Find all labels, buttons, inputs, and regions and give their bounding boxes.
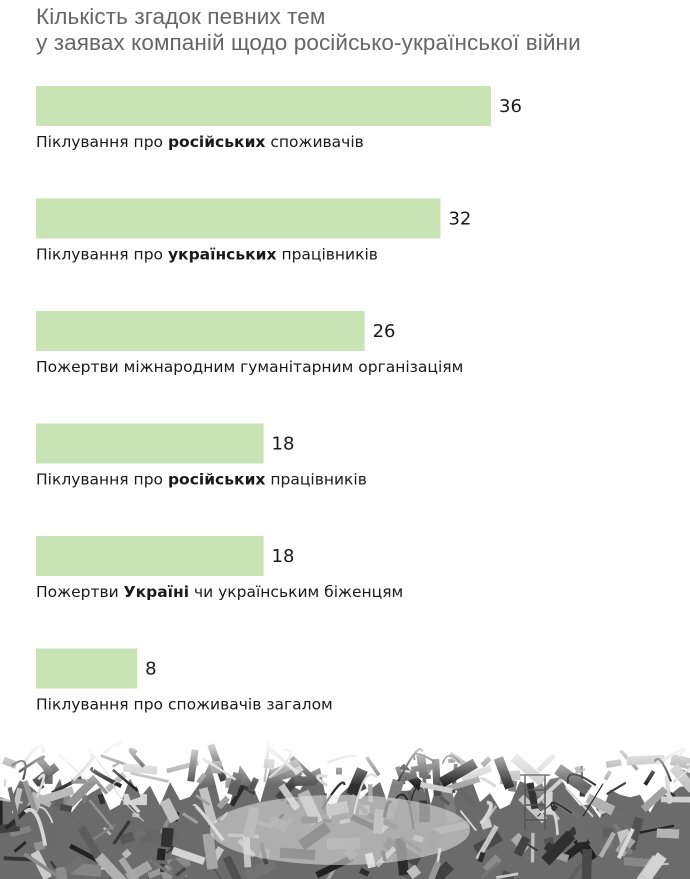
- category-label-part: працівників: [277, 246, 378, 264]
- category-label-part: Пожертви: [36, 583, 124, 601]
- chart-title-line-2: у заявах компаній щодо російсько-українс…: [36, 30, 581, 55]
- category-label-part: чи українським біженцям: [189, 583, 403, 601]
- category-label-part: Пожертви міжнародним гуманітарним органі…: [36, 358, 463, 376]
- category-label-part: російських: [168, 471, 265, 489]
- value-label-5: 18: [272, 546, 295, 567]
- category-label-3: Пожертви міжнародним гуманітарним органі…: [36, 358, 463, 376]
- value-label-1: 36: [499, 96, 522, 117]
- category-label-part: Піклування про: [36, 246, 168, 264]
- bar-4: [36, 423, 264, 464]
- category-label-part: споживачів: [265, 133, 363, 151]
- category-label-part: Піклування про споживачів загалом: [36, 696, 333, 714]
- category-label-part: Піклування про: [36, 471, 168, 489]
- value-label-2: 32: [448, 209, 471, 230]
- chart-title: Кількість згадок певних тем у заявах ком…: [36, 4, 676, 56]
- bar-3: [36, 311, 365, 351]
- chart-title-line-1: Кількість згадок певних тем: [36, 4, 326, 29]
- value-label-6: 8: [145, 659, 156, 680]
- bar-5: [36, 536, 264, 576]
- category-label-6: Піклування про споживачів загалом: [36, 696, 333, 714]
- category-label-part: Піклування про: [36, 133, 168, 151]
- category-label-part: українських: [168, 246, 277, 264]
- category-label-2: Піклування про українських працівників: [36, 246, 378, 264]
- bar-2: [36, 198, 441, 239]
- category-label-part: російських: [168, 133, 265, 151]
- bar-chart: 36 Піклування про російських споживачів 32…: [36, 86, 522, 714]
- war-ruins-image: [0, 735, 690, 879]
- category-label-5: Пожертви Україні чи українським біженцям: [36, 583, 403, 601]
- top-fade: [0, 735, 690, 879]
- value-label-3: 26: [373, 321, 396, 342]
- category-label-part: працівників: [265, 471, 366, 489]
- bar-1: [36, 86, 491, 126]
- value-label-4: 18: [272, 434, 295, 455]
- category-label-part: Україні: [124, 583, 189, 601]
- category-label-4: Піклування про російських працівників: [36, 471, 367, 489]
- category-label-1: Піклування про російських споживачів: [36, 133, 364, 151]
- bar-6: [36, 648, 138, 689]
